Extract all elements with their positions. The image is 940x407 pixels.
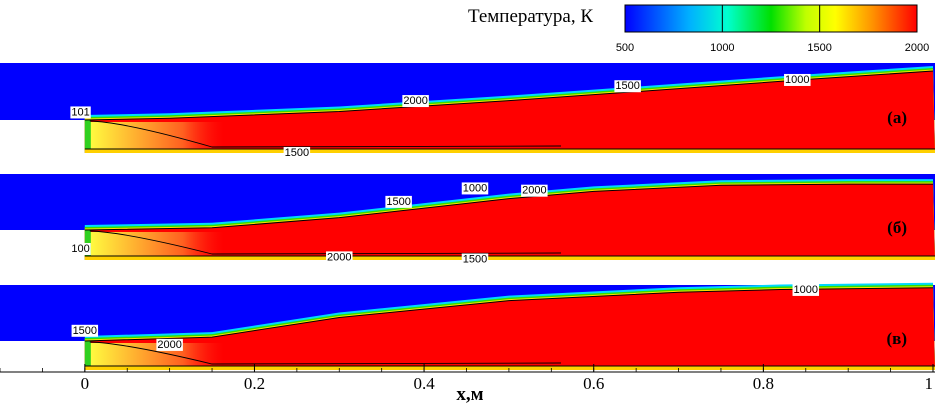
x-axis: x,м 0 0.2 0.4 0.6 0.8 1 [0, 364, 935, 405]
x-tick-label: 0.4 [413, 374, 435, 393]
colorbar-gradient [624, 4, 918, 33]
mixing-core [87, 122, 224, 152]
contour-label: 1000 [794, 284, 818, 296]
inner-isoline [89, 120, 562, 148]
contour-label: 1000 [463, 182, 487, 194]
contour-label-bg [326, 251, 353, 264]
colorbar-tick-label: 1000 [710, 42, 734, 54]
x-tick-label: 0.2 [244, 374, 265, 393]
contour-label: 1500 [73, 325, 97, 337]
flame-front-isoline [84, 287, 934, 342]
colorbar-ticks: 500 1000 1500 2000 [616, 5, 929, 54]
panel-2: 100 1500 1000 2000 2000 1500 (б) [0, 174, 936, 266]
contour-label-bg [402, 95, 429, 108]
contour-label-bg [70, 243, 91, 255]
inner-isoline [89, 230, 562, 255]
colorbar-tick-label: 500 [616, 42, 634, 54]
contour-label-bg [385, 195, 412, 208]
contour-label-bg [784, 73, 811, 86]
mixing-core [87, 343, 224, 369]
contour-label-bg [156, 338, 183, 351]
x-tick-label: 0 [81, 374, 90, 393]
contour-label: 100 [71, 243, 89, 255]
contour-label-bg [792, 283, 820, 296]
x-tick-label: 0.6 [583, 374, 604, 393]
panel-label: (в) [886, 329, 907, 348]
panel-label: (б) [887, 218, 907, 237]
panel-1: 101 2000 1500 1000 1500 (а) [0, 63, 936, 160]
bottom-wall-band [84, 256, 936, 260]
contour-label: 1500 [285, 147, 309, 159]
x-tick-label: 1 [925, 374, 934, 393]
colorbar-title: Температура, К [468, 6, 593, 27]
bottom-wall-band [84, 149, 936, 153]
wall-step [0, 120, 85, 153]
contour-label: 1500 [386, 196, 410, 208]
contour-label-bg [614, 80, 641, 93]
contour-label-bg [461, 182, 489, 195]
colorbar-tick-label: 2000 [905, 42, 929, 54]
contour-label: 1500 [463, 254, 487, 266]
x-tick-label: 0.8 [753, 374, 774, 393]
inner-isoline [89, 341, 562, 365]
hot-region [84, 287, 936, 370]
contour-label: 2000 [522, 185, 546, 197]
wall-step [0, 341, 85, 370]
contour-label: 2000 [157, 339, 181, 351]
panels: 101 2000 1500 1000 1500 (а) 100 1500 1000 2000 200… [0, 63, 936, 370]
contour-label-bg [521, 184, 548, 197]
hot-region [84, 184, 936, 260]
contour-label-bg [461, 253, 489, 266]
injector-edge [84, 341, 91, 370]
mixing-core [87, 232, 224, 259]
contour-label-bg [70, 106, 91, 119]
contour-label: 1000 [785, 74, 809, 86]
colorbar-tick-label: 1500 [807, 42, 831, 54]
contour-label: 1500 [615, 80, 639, 92]
contour-label: 101 [71, 106, 89, 118]
contour-label-bg [283, 147, 311, 160]
colorbar: Температура, К 500 1000 1500 2000 [468, 4, 929, 54]
panel-label: (а) [887, 108, 907, 127]
x-axis-label: x,м [456, 384, 483, 405]
hot-region [84, 70, 936, 153]
contour-label: 2000 [403, 95, 427, 107]
flame-front-isoline [84, 183, 933, 231]
contour-label-bg [71, 324, 99, 337]
contour-label: 2000 [327, 251, 351, 263]
panel-3: 1500 2000 1000 (в) [0, 282, 936, 370]
bottom-wall-band [84, 366, 936, 370]
injector-edge [84, 120, 91, 153]
